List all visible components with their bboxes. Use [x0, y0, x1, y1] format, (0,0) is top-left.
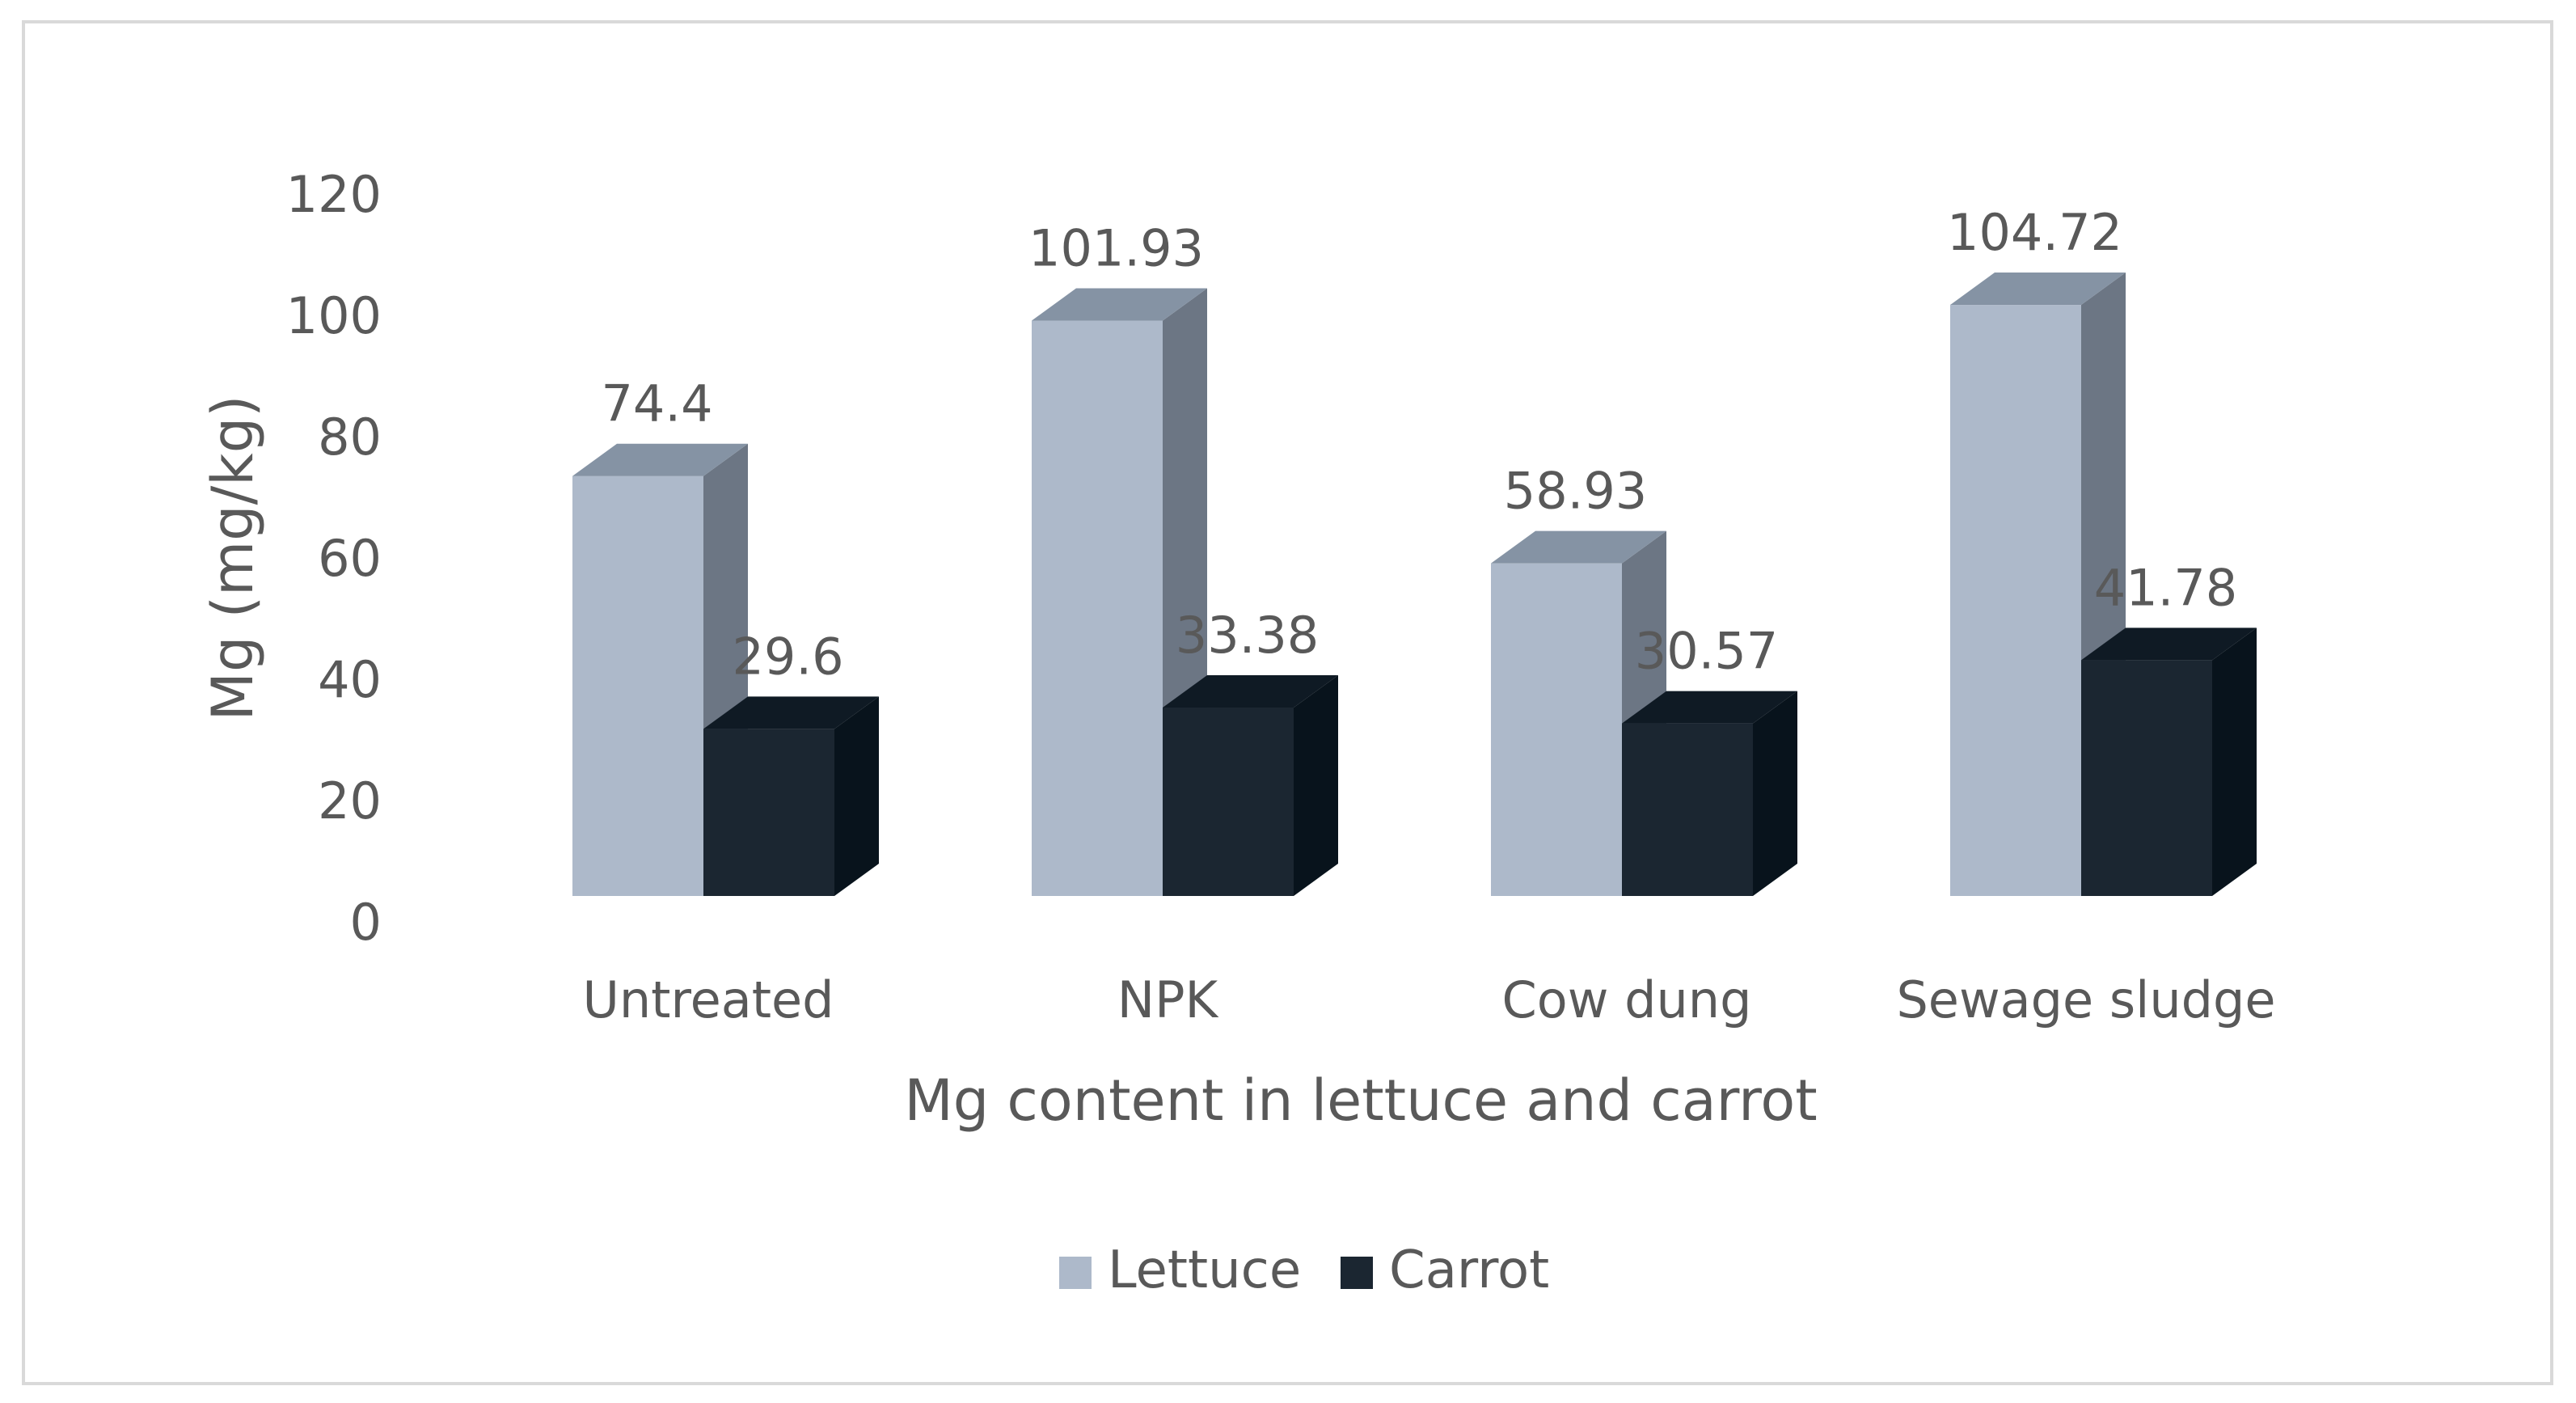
bar-front: [1032, 320, 1163, 897]
bar-front: [1163, 708, 1294, 896]
x-axis-title: Mg content in lettuce and carrot: [904, 1067, 1817, 1134]
data-label: 101.93: [1028, 219, 1204, 278]
bar-top: [1163, 675, 1338, 708]
data-label: 74.4: [601, 374, 712, 433]
data-label: 33.38: [1176, 606, 1320, 665]
data-label: 30.57: [1635, 622, 1779, 681]
legend: Lettuce Carrot: [1059, 1240, 1549, 1300]
y-tick-label: 20: [318, 771, 382, 830]
x-axis: Untreated NPK Cow dung Sewage sludge: [582, 970, 2275, 1029]
bar-carrot: [1622, 691, 1797, 896]
bar-top: [572, 443, 748, 476]
y-tick-label: 100: [286, 286, 382, 345]
bar-front: [572, 475, 703, 896]
bar-front: [1950, 305, 2081, 896]
data-labels: 74.4 29.6 101.93 33.38 58.93 30.57 104.72 41.78: [601, 203, 2237, 686]
legend-label: Carrot: [1389, 1240, 1549, 1300]
data-label: 104.72: [1947, 203, 2122, 262]
category-label: Untreated: [582, 970, 834, 1029]
bar-top: [703, 696, 879, 729]
y-axis: 0 20 40 60 80 100 120: [286, 165, 382, 952]
data-label: 58.93: [1504, 462, 1648, 521]
y-tick-label: 60: [318, 529, 382, 588]
bar-top: [1950, 273, 2126, 306]
data-label: 29.6: [732, 627, 843, 686]
bar-top: [1491, 530, 1666, 564]
bar-front: [1491, 563, 1622, 896]
bar-front: [1622, 723, 1753, 896]
bar-carrot: [703, 696, 879, 896]
category-label: NPK: [1117, 970, 1219, 1029]
legend-swatch: [1341, 1257, 1373, 1289]
bar-front: [703, 729, 834, 896]
bar-top: [1032, 288, 1207, 321]
bar-carrot: [2081, 628, 2257, 896]
data-label: 41.78: [2094, 558, 2238, 617]
legend-label: Lettuce: [1108, 1240, 1301, 1300]
y-tick-label: 0: [350, 893, 382, 952]
y-tick-label: 120: [286, 165, 382, 224]
bar-top: [2081, 628, 2257, 661]
y-tick-label: 40: [318, 650, 382, 709]
bar-side: [1294, 675, 1338, 896]
bar-carrot: [1163, 675, 1338, 896]
y-axis-title: Mg (mg/kg): [200, 395, 266, 721]
legend-item: Lettuce: [1059, 1240, 1301, 1300]
bar-top: [1622, 691, 1797, 724]
legend-item: Carrot: [1341, 1240, 1549, 1300]
bar-side: [1753, 691, 1797, 896]
bar-front: [2081, 660, 2212, 896]
bars: [572, 273, 2257, 897]
legend-swatch: [1059, 1257, 1092, 1289]
bar-side: [834, 696, 879, 896]
bar-side: [2212, 628, 2257, 896]
y-tick-label: 80: [318, 408, 382, 467]
category-label: Cow dung: [1502, 970, 1752, 1029]
category-label: Sewage sludge: [1896, 970, 2275, 1029]
